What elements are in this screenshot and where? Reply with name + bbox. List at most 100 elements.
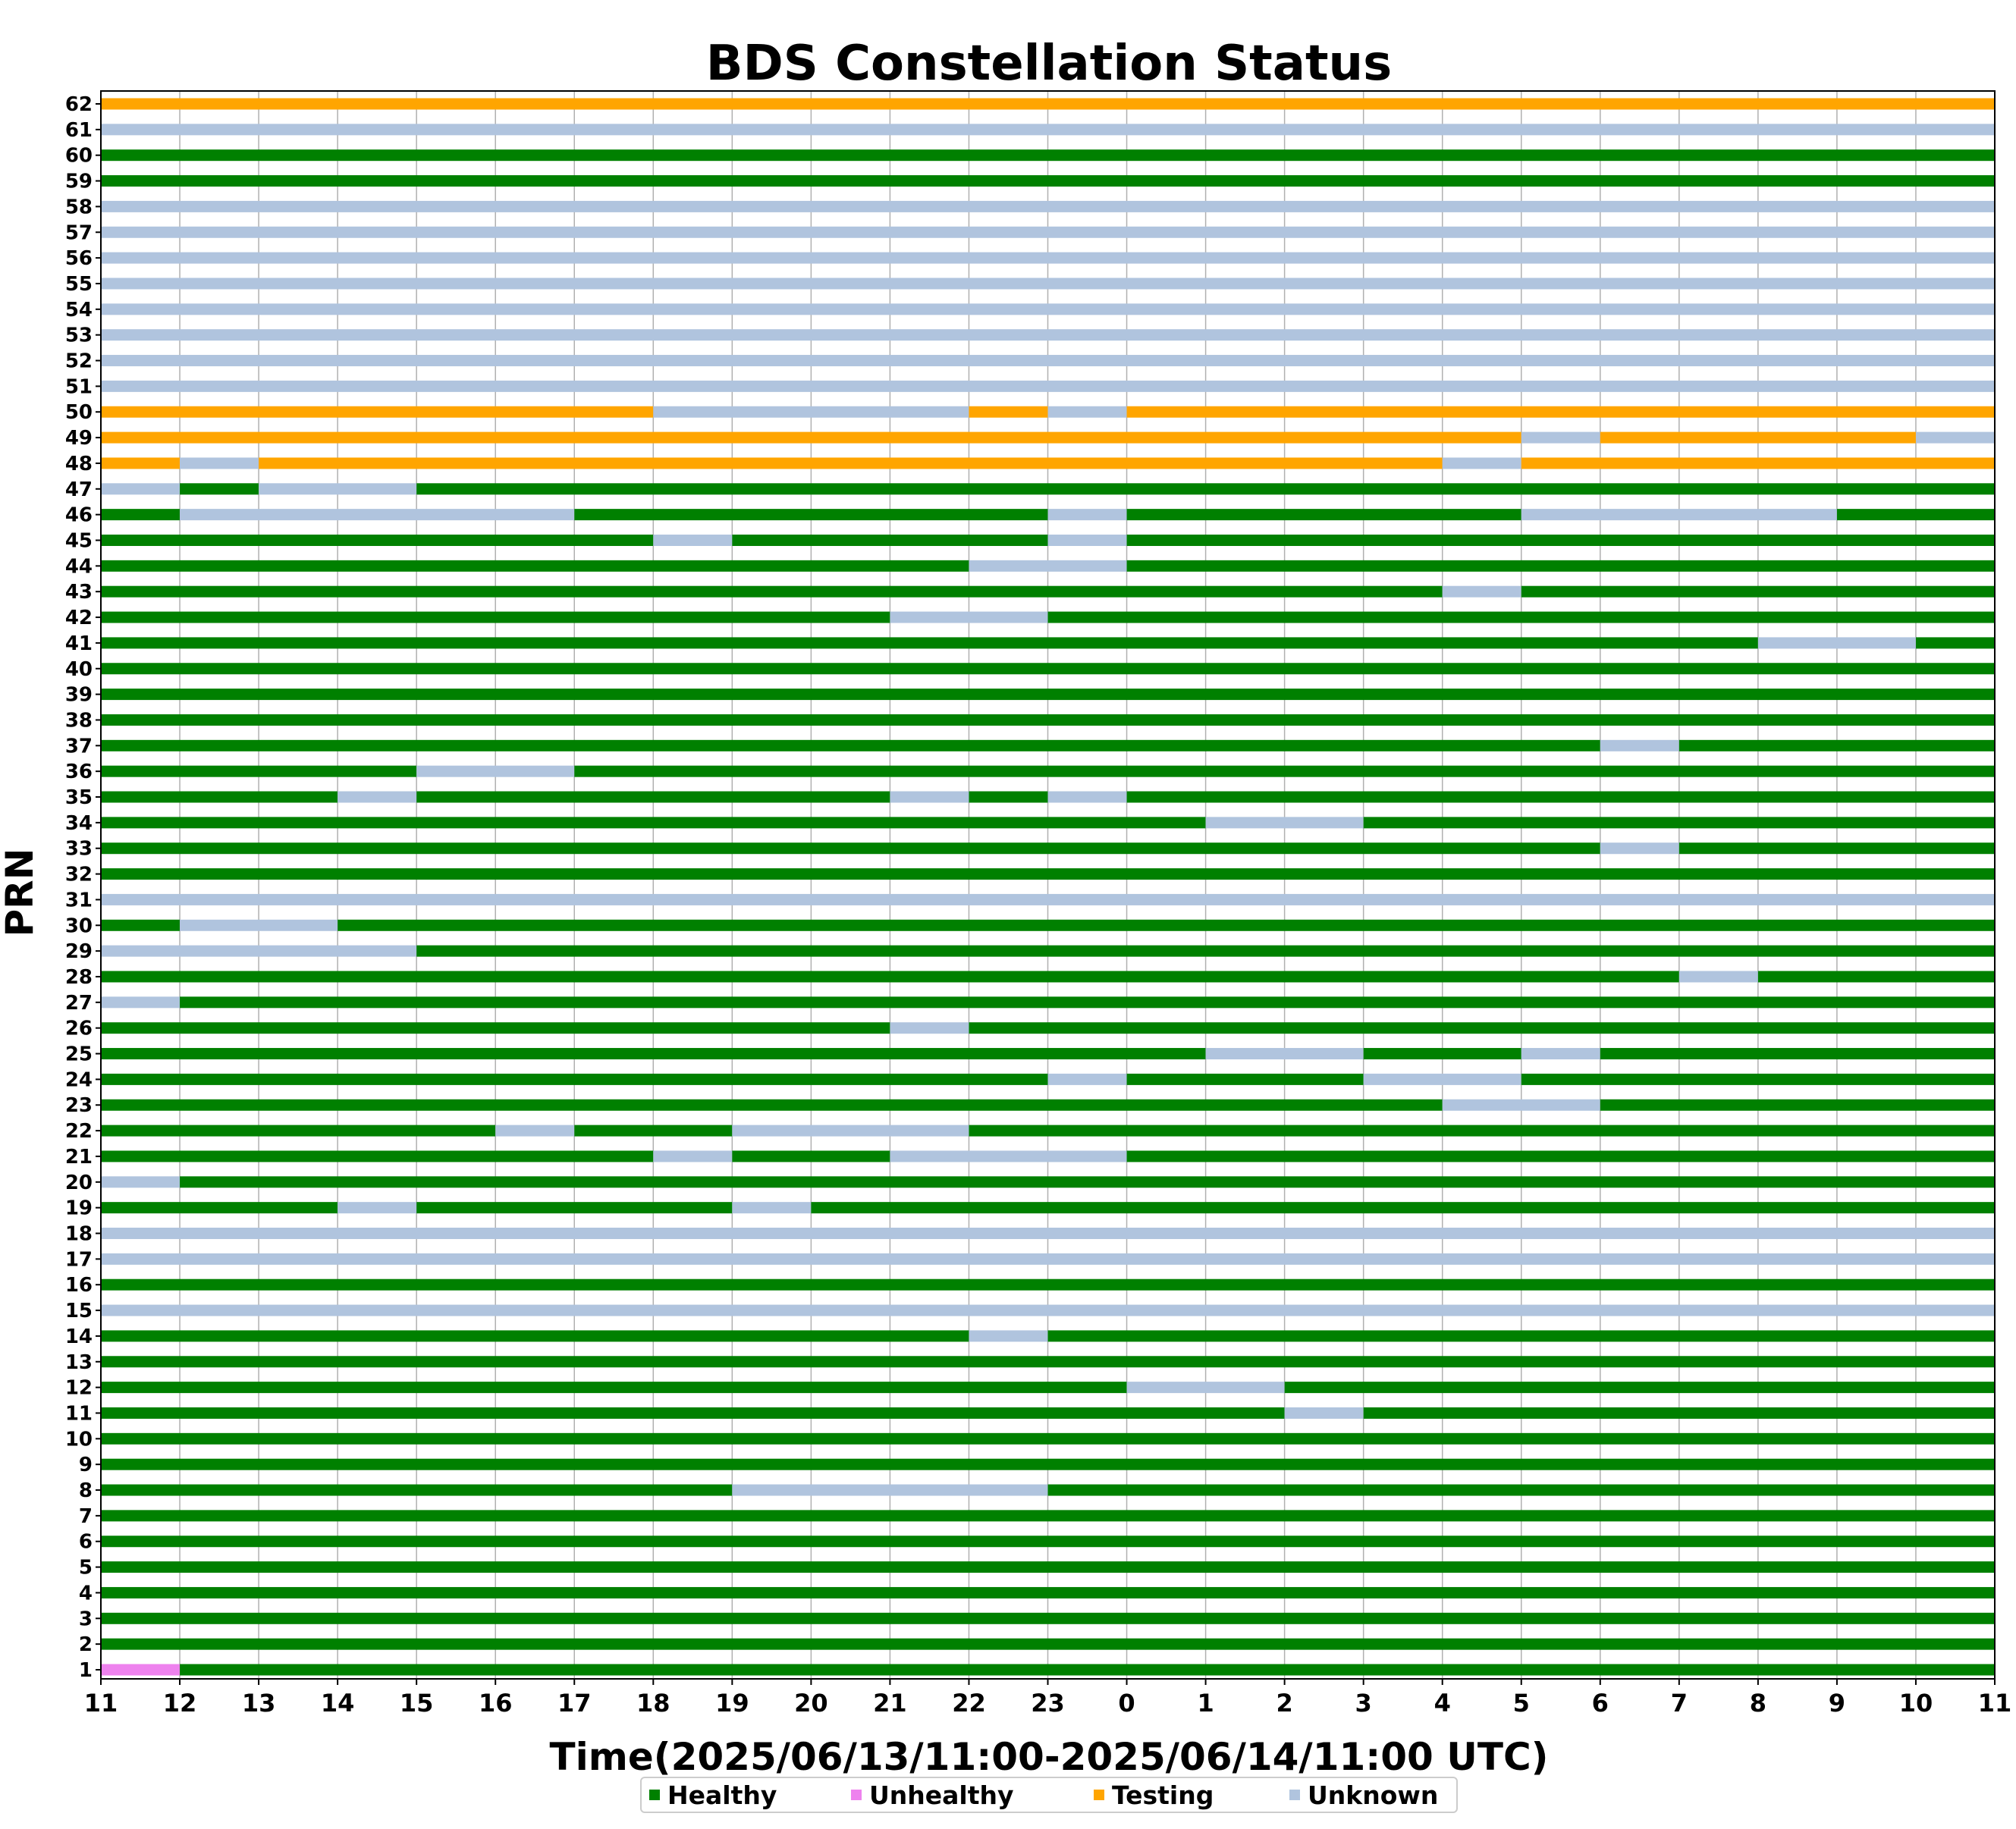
y-tick-label: 62 xyxy=(65,93,93,116)
status-bar-prn-5-healthy xyxy=(101,1561,1995,1573)
status-bar-prn-22-healthy xyxy=(101,1125,496,1137)
status-bar-prn-22-healthy xyxy=(969,1125,1995,1137)
status-bar-prn-11-healthy xyxy=(1363,1407,1995,1419)
legend-marker-healthy xyxy=(649,1790,660,1800)
status-bar-prn-46-healthy xyxy=(1836,509,1995,521)
y-tick-label: 15 xyxy=(65,1300,93,1322)
status-bar-prn-36-healthy xyxy=(101,765,417,777)
status-bar-prn-12-healthy xyxy=(101,1382,1127,1394)
y-tick-label: 12 xyxy=(65,1377,93,1400)
x-tick-label: 7 xyxy=(1671,1689,1688,1718)
x-tick-label: 6 xyxy=(1592,1689,1609,1718)
status-bar-prn-30-unknown xyxy=(180,919,338,931)
status-bar-prn-53-unknown xyxy=(101,329,1995,341)
status-bar-prn-25-unknown xyxy=(1521,1048,1600,1060)
status-bar-prn-59-healthy xyxy=(101,175,1995,187)
x-tick-label: 12 xyxy=(163,1689,197,1718)
status-bar-prn-26-healthy xyxy=(101,1022,890,1034)
status-bar-prn-34-healthy xyxy=(101,817,1206,829)
status-bar-prn-22-healthy xyxy=(574,1125,733,1137)
status-bar-prn-46-healthy xyxy=(1126,509,1521,521)
status-bar-prn-16-healthy xyxy=(101,1278,1995,1291)
y-tick-label: 42 xyxy=(65,607,93,629)
y-tick-label: 48 xyxy=(65,453,93,475)
y-tick-label: 59 xyxy=(65,171,93,193)
legend-box xyxy=(640,1777,1458,1813)
status-bar-prn-3-healthy xyxy=(101,1612,1995,1624)
status-bar-prn-50-testing xyxy=(1126,406,1995,418)
y-tick-label: 46 xyxy=(65,504,93,527)
status-bar-prn-28-unknown xyxy=(1678,971,1758,983)
status-bar-prn-35-unknown xyxy=(1047,791,1127,803)
status-bar-prn-36-healthy xyxy=(574,765,1995,777)
status-bar-prn-28-healthy xyxy=(101,971,1679,983)
y-tick-label: 28 xyxy=(65,966,93,989)
status-bar-prn-25-unknown xyxy=(1205,1048,1364,1060)
status-bar-prn-41-unknown xyxy=(1757,637,1916,649)
x-tick-label: 8 xyxy=(1750,1689,1766,1718)
x-tick-label: 16 xyxy=(479,1689,513,1718)
y-tick-label: 47 xyxy=(65,478,93,501)
x-tick-label: 5 xyxy=(1513,1689,1530,1718)
y-tick-label: 17 xyxy=(65,1248,93,1271)
y-tick-label: 61 xyxy=(65,119,93,142)
status-bar-prn-2-healthy xyxy=(101,1638,1995,1650)
status-bar-prn-43-unknown xyxy=(1442,585,1521,598)
y-tick-label: 56 xyxy=(65,247,93,270)
legend-label-unhealthy: Unhealthy xyxy=(869,1780,1014,1810)
status-bar-prn-10-healthy xyxy=(101,1432,1995,1445)
status-bar-prn-47-unknown xyxy=(101,483,181,495)
status-bar-prn-23-healthy xyxy=(1600,1099,1995,1111)
status-bar-prn-48-testing xyxy=(259,457,1443,469)
status-bar-prn-51-unknown xyxy=(101,380,1995,392)
status-bar-prn-58-unknown xyxy=(101,200,1995,212)
status-bar-prn-21-healthy xyxy=(1126,1150,1995,1162)
y-tick-label: 60 xyxy=(65,145,93,168)
status-bar-prn-14-healthy xyxy=(101,1330,969,1342)
status-bar-prn-14-unknown xyxy=(969,1330,1048,1342)
status-bar-prn-55-unknown xyxy=(101,278,1995,290)
legend-label-unknown: Unknown xyxy=(1308,1780,1438,1810)
y-tick-label: 11 xyxy=(65,1402,93,1425)
status-bar-prn-22-unknown xyxy=(495,1125,575,1137)
legend-marker-unhealthy xyxy=(851,1790,862,1800)
status-bar-prn-8-healthy xyxy=(101,1484,733,1496)
status-bar-prn-38-healthy xyxy=(101,714,1995,726)
status-bar-prn-30-healthy xyxy=(101,919,181,931)
status-bar-prn-43-healthy xyxy=(101,585,1443,598)
x-tick-label: 0 xyxy=(1118,1689,1135,1718)
x-tick-label: 13 xyxy=(242,1689,276,1718)
status-bar-prn-11-healthy xyxy=(101,1407,1285,1419)
legend: Healthy Unhealthy Testing Unknown xyxy=(640,1777,1458,1813)
status-bar-prn-24-unknown xyxy=(1363,1073,1521,1085)
x-tick-label: 10 xyxy=(1899,1689,1933,1718)
x-axis-ticks: 11 12 13 14 15 16 17 18 19 20 21 22 23 0 1 2 3 4 5 6 7 8 9 10 11 xyxy=(84,1679,2011,1718)
y-tick-label: 7 xyxy=(79,1505,93,1528)
status-bar-prn-21-healthy xyxy=(101,1150,654,1162)
status-bar-prn-34-unknown xyxy=(1205,817,1364,829)
y-tick-label: 25 xyxy=(65,1043,93,1066)
status-bar-prn-12-healthy xyxy=(1284,1382,1995,1394)
status-bar-prn-6-healthy xyxy=(101,1536,1995,1548)
status-bar-prn-23-healthy xyxy=(101,1099,1443,1111)
y-tick-label: 35 xyxy=(65,786,93,809)
status-bar-prn-50-unknown xyxy=(1047,406,1127,418)
status-bar-prn-46-unknown xyxy=(1047,509,1127,521)
status-bar-prn-31-unknown xyxy=(101,893,1995,905)
status-bar-prn-26-healthy xyxy=(969,1022,1995,1034)
status-bar-prn-21-unknown xyxy=(653,1150,733,1162)
chart-title: BDS Constellation Status xyxy=(706,36,1392,92)
y-tick-label: 44 xyxy=(65,555,93,578)
status-bar-prn-19-unknown xyxy=(338,1202,417,1214)
status-bar-prn-35-unknown xyxy=(890,791,969,803)
status-bar-prn-41-healthy xyxy=(1915,637,1995,649)
status-bar-prn-37-healthy xyxy=(101,739,1600,751)
y-tick-label: 30 xyxy=(65,914,93,937)
y-tick-label: 22 xyxy=(65,1120,93,1143)
y-tick-label: 51 xyxy=(65,375,93,398)
y-tick-label: 9 xyxy=(79,1454,93,1476)
y-tick-label: 29 xyxy=(65,940,93,963)
status-bar-prn-24-healthy xyxy=(101,1073,1048,1085)
status-bar-prn-42-unknown xyxy=(890,611,1048,623)
